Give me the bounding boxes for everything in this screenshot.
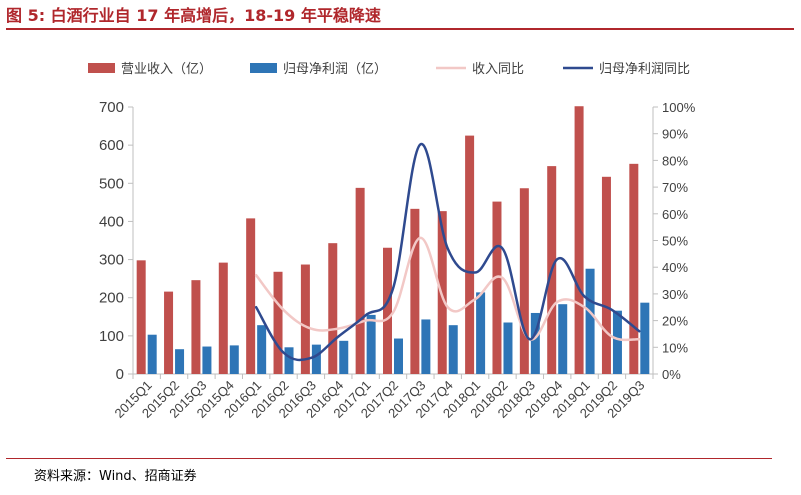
y2-tick-label: 50%: [662, 234, 688, 249]
profit-bar: [175, 349, 185, 374]
profit-bar: [366, 314, 376, 374]
revenue-bar: [136, 260, 146, 374]
profit-bar: [640, 302, 650, 374]
profit-bar: [202, 346, 212, 374]
y-tick-label: 500: [99, 175, 124, 192]
y-tick-label: 100: [99, 328, 124, 345]
revenue-bar: [273, 271, 283, 374]
profit-bar: [284, 347, 294, 374]
profit-bar: [421, 319, 431, 374]
revenue-bar: [629, 163, 639, 374]
legend-label: 营业收入（亿）: [121, 62, 212, 77]
y-tick-label: 0: [116, 366, 124, 383]
y-tick-label: 300: [99, 252, 124, 269]
chart-title: 图 5: 白酒行业自 17 年高增后，18-19 年平稳降速: [6, 6, 381, 25]
legend: 营业收入（亿） 归母净利润（亿） 收入同比 归母净利润同比: [88, 62, 690, 77]
revenue-bar: [300, 264, 310, 374]
revenue-bar: [246, 218, 256, 374]
profit-bar: [612, 310, 622, 374]
profit-bar: [147, 334, 157, 374]
y-tick-label: 200: [99, 290, 124, 307]
revenue-bar: [492, 201, 502, 374]
y2-tick-label: 90%: [662, 127, 688, 142]
lines: [254, 143, 641, 362]
y-tick-label: 400: [99, 213, 124, 230]
y2-tick-label: 80%: [662, 153, 688, 168]
revenue-bar: [218, 262, 228, 374]
y2-tick-label: 10%: [662, 340, 688, 355]
source-note: 资料来源：Wind、招商证券: [34, 469, 197, 484]
revenue-bar: [191, 280, 201, 374]
legend-label: 归母净利润（亿）: [283, 62, 387, 77]
title-divider: [6, 28, 794, 30]
profit-bar: [503, 322, 513, 374]
y2-tick-label: 60%: [662, 207, 688, 222]
revenue-bar: [601, 176, 611, 374]
legend-label: 归母净利润同比: [599, 62, 690, 77]
source-divider: [6, 458, 772, 459]
bars: [136, 106, 650, 374]
profit-yoy-line: [254, 143, 641, 362]
y2-tick-label: 40%: [662, 260, 688, 275]
legend-label: 收入同比: [472, 62, 524, 77]
y2-tick-label: 70%: [662, 180, 688, 195]
profit-bar: [585, 268, 595, 374]
revenue-bar: [355, 187, 365, 374]
revenue-bar: [164, 291, 174, 374]
y-tick-label: 600: [99, 137, 124, 154]
revenue-bar: [574, 106, 584, 374]
profit-bar: [448, 325, 458, 374]
profit-bar: [311, 344, 321, 374]
revenue-bar: [328, 243, 338, 374]
profit-bar: [476, 292, 486, 374]
revenue-bar: [410, 208, 420, 374]
y2-tick-label: 0%: [662, 367, 681, 382]
profit-bar: [229, 345, 239, 374]
revenue-bar: [383, 247, 392, 374]
profit-bar: [339, 340, 349, 374]
y-tick-label: 700: [99, 99, 124, 116]
y2-tick-label: 20%: [662, 314, 688, 329]
revenue-bar: [519, 188, 529, 374]
y2-tick-label: 30%: [662, 287, 688, 302]
revenue-bar: [465, 135, 475, 374]
y2-tick-label: 100%: [662, 100, 696, 115]
profit-bar: [558, 304, 568, 374]
revenue-yoy-line: [254, 236, 641, 342]
profit-bar: [530, 312, 540, 374]
legend-swatch: [250, 63, 277, 73]
legend-swatch: [88, 63, 115, 73]
profit-bar: [257, 325, 267, 374]
profit-bar: [394, 338, 403, 374]
